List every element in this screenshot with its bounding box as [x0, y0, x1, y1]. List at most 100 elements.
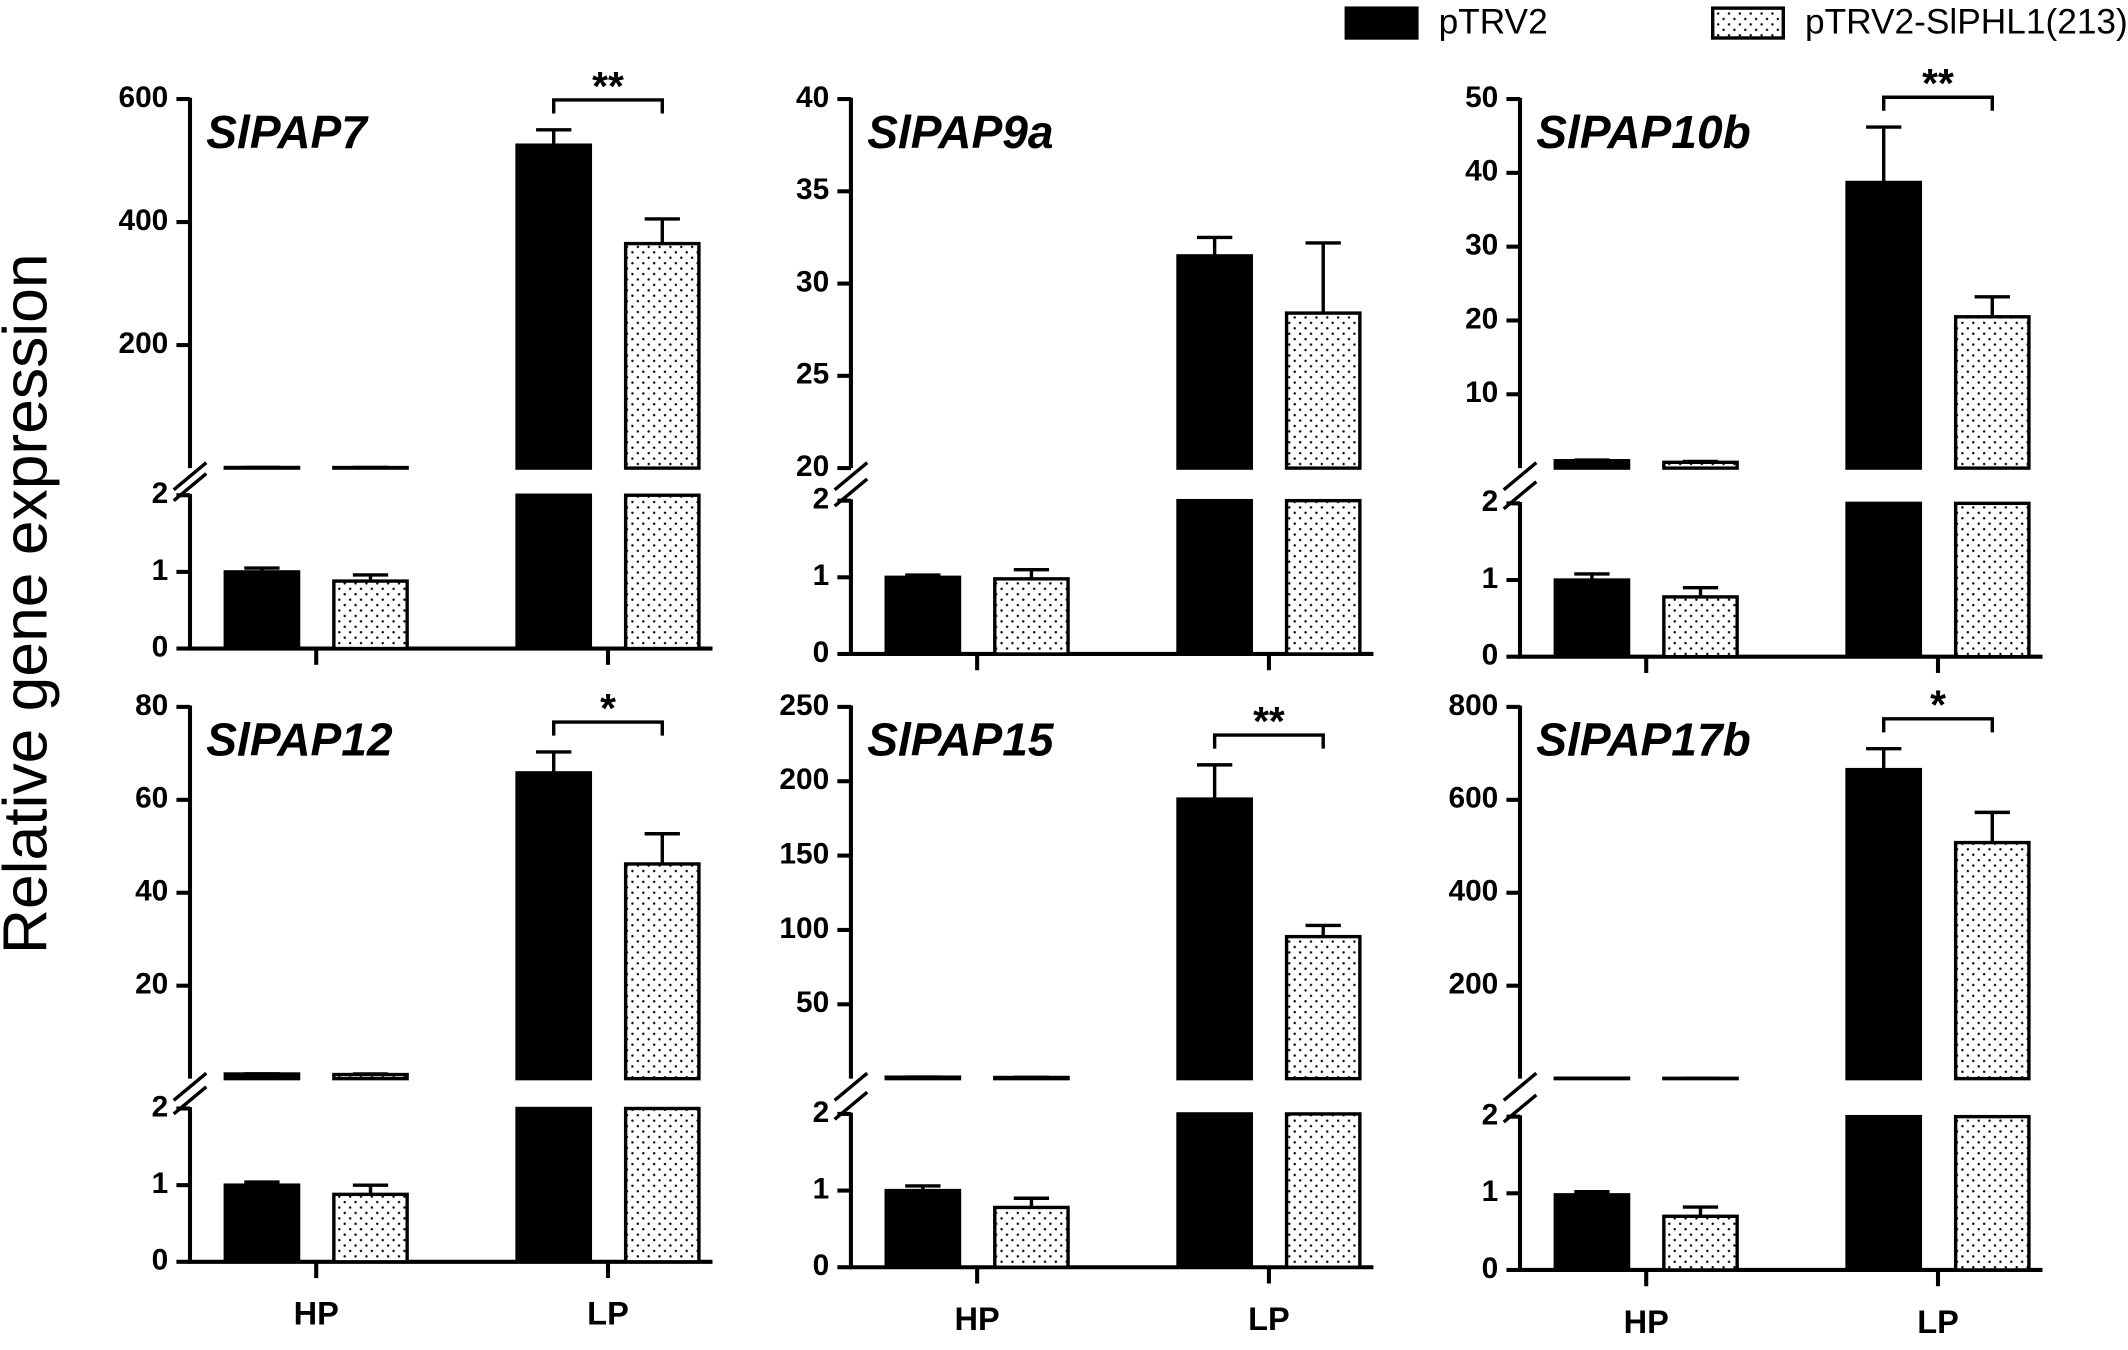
y-tick-label: 0	[1482, 639, 1499, 672]
bar	[1553, 578, 1631, 659]
significance-bracket	[1882, 95, 1994, 111]
bar	[332, 579, 409, 651]
error-bar	[905, 1184, 941, 1191]
y-tick-label: 0	[152, 1244, 169, 1277]
y-tick-label: 400	[118, 204, 168, 237]
x-tick-label: HP	[1624, 1304, 1669, 1340]
bar	[515, 143, 593, 470]
significance-bracket	[552, 720, 664, 736]
error-bar	[1305, 241, 1341, 314]
y-tick-label: 600	[118, 81, 168, 114]
error-bar	[1682, 459, 1719, 464]
panel-title: SlPAP9a	[867, 106, 1053, 158]
bar	[1284, 498, 1362, 656]
x-tick-label: HP	[955, 1301, 1000, 1337]
y-tick-label: 20	[1465, 302, 1498, 335]
y-tick-label: 800	[1448, 689, 1498, 722]
bar	[623, 493, 701, 651]
y-tick-label: 30	[796, 265, 829, 298]
error-bar	[1305, 923, 1341, 937]
panel-title: SlPAP10b	[1536, 106, 1751, 158]
bar	[1953, 840, 2031, 1081]
y-tick-label: 1	[152, 554, 169, 587]
axis-break	[1502, 1093, 1538, 1124]
x-tick-label: LP	[587, 1296, 629, 1332]
y-tick-label: 35	[796, 173, 829, 206]
bar	[1176, 1112, 1253, 1269]
error-bar	[644, 217, 680, 244]
bar	[1284, 311, 1362, 470]
axis-break	[172, 1085, 208, 1116]
bar	[1662, 1214, 1739, 1272]
panel-title: SlPAP7	[206, 106, 369, 158]
error-bar	[1682, 1205, 1719, 1217]
bar	[1953, 1114, 2031, 1272]
error-bar	[1013, 567, 1050, 579]
y-tick-label: 40	[135, 875, 168, 908]
y-tick-label: 2	[1482, 1099, 1499, 1132]
significance-label: *	[600, 685, 616, 731]
y-tick-label: 150	[779, 837, 829, 870]
legend-label: pTRV2	[1439, 3, 1548, 42]
bar	[1845, 180, 1923, 470]
error-bar	[1574, 572, 1610, 581]
error-bar	[1974, 810, 2010, 843]
legend-swatch	[1344, 6, 1419, 40]
significance-bracket	[1882, 717, 1994, 733]
x-tick-label: LP	[1248, 1301, 1290, 1337]
y-tick-label: 40	[796, 81, 829, 114]
significance-label: **	[592, 63, 624, 109]
bar	[1176, 797, 1253, 1081]
y-tick-label: 0	[813, 636, 830, 669]
y-tick-label: 2	[813, 1096, 830, 1129]
significance-label: **	[1922, 60, 1954, 106]
axis-break	[833, 1090, 869, 1121]
bar	[1845, 1114, 1923, 1272]
y-tick-label: 20	[796, 450, 829, 483]
y-tick-label: 1	[813, 559, 830, 592]
panel-title: SlPAP12	[206, 714, 393, 766]
panel-title: SlPAP15	[867, 714, 1055, 766]
bar	[993, 577, 1070, 656]
y-tick-label: 2	[813, 483, 830, 516]
bar	[1845, 501, 1923, 659]
error-bar	[244, 1180, 280, 1186]
bar	[623, 862, 701, 1081]
y-tick-label: 50	[796, 986, 829, 1019]
y-tick-label: 200	[779, 763, 829, 796]
bar	[1845, 767, 1923, 1081]
axis-break	[172, 461, 208, 492]
error-bar	[536, 128, 572, 146]
y-tick-label: 1	[152, 1167, 169, 1200]
y-tick-label: 60	[135, 782, 168, 815]
y-tick-label: 250	[779, 689, 829, 722]
bar	[1284, 934, 1362, 1081]
bar	[223, 1183, 301, 1264]
y-tick-label: 1	[1482, 562, 1499, 595]
y-tick-label: 1	[813, 1172, 830, 1205]
legend-swatch	[1711, 6, 1785, 40]
bar	[1176, 498, 1253, 656]
bar	[515, 493, 593, 651]
error-bar	[644, 832, 680, 864]
panel-title: SlPAP17b	[1536, 714, 1751, 766]
bar	[332, 1192, 409, 1264]
y-tick-label: 0	[1482, 1252, 1499, 1285]
error-bar	[1197, 235, 1233, 256]
y-tick-label: 40	[1465, 155, 1498, 188]
error-bar	[1197, 763, 1233, 800]
error-bar	[1974, 295, 2010, 317]
significance-label: *	[1930, 682, 1946, 728]
bar	[884, 575, 962, 656]
bar	[1662, 595, 1739, 659]
axis-break	[1502, 1071, 1538, 1102]
x-tick-label: LP	[1917, 1304, 1959, 1340]
error-bar	[244, 566, 280, 572]
y-tick-label: 20	[135, 968, 168, 1001]
error-bar	[352, 573, 389, 582]
y-tick-label: 80	[135, 689, 168, 722]
axis-break	[1502, 461, 1538, 492]
error-bar	[352, 1072, 389, 1076]
